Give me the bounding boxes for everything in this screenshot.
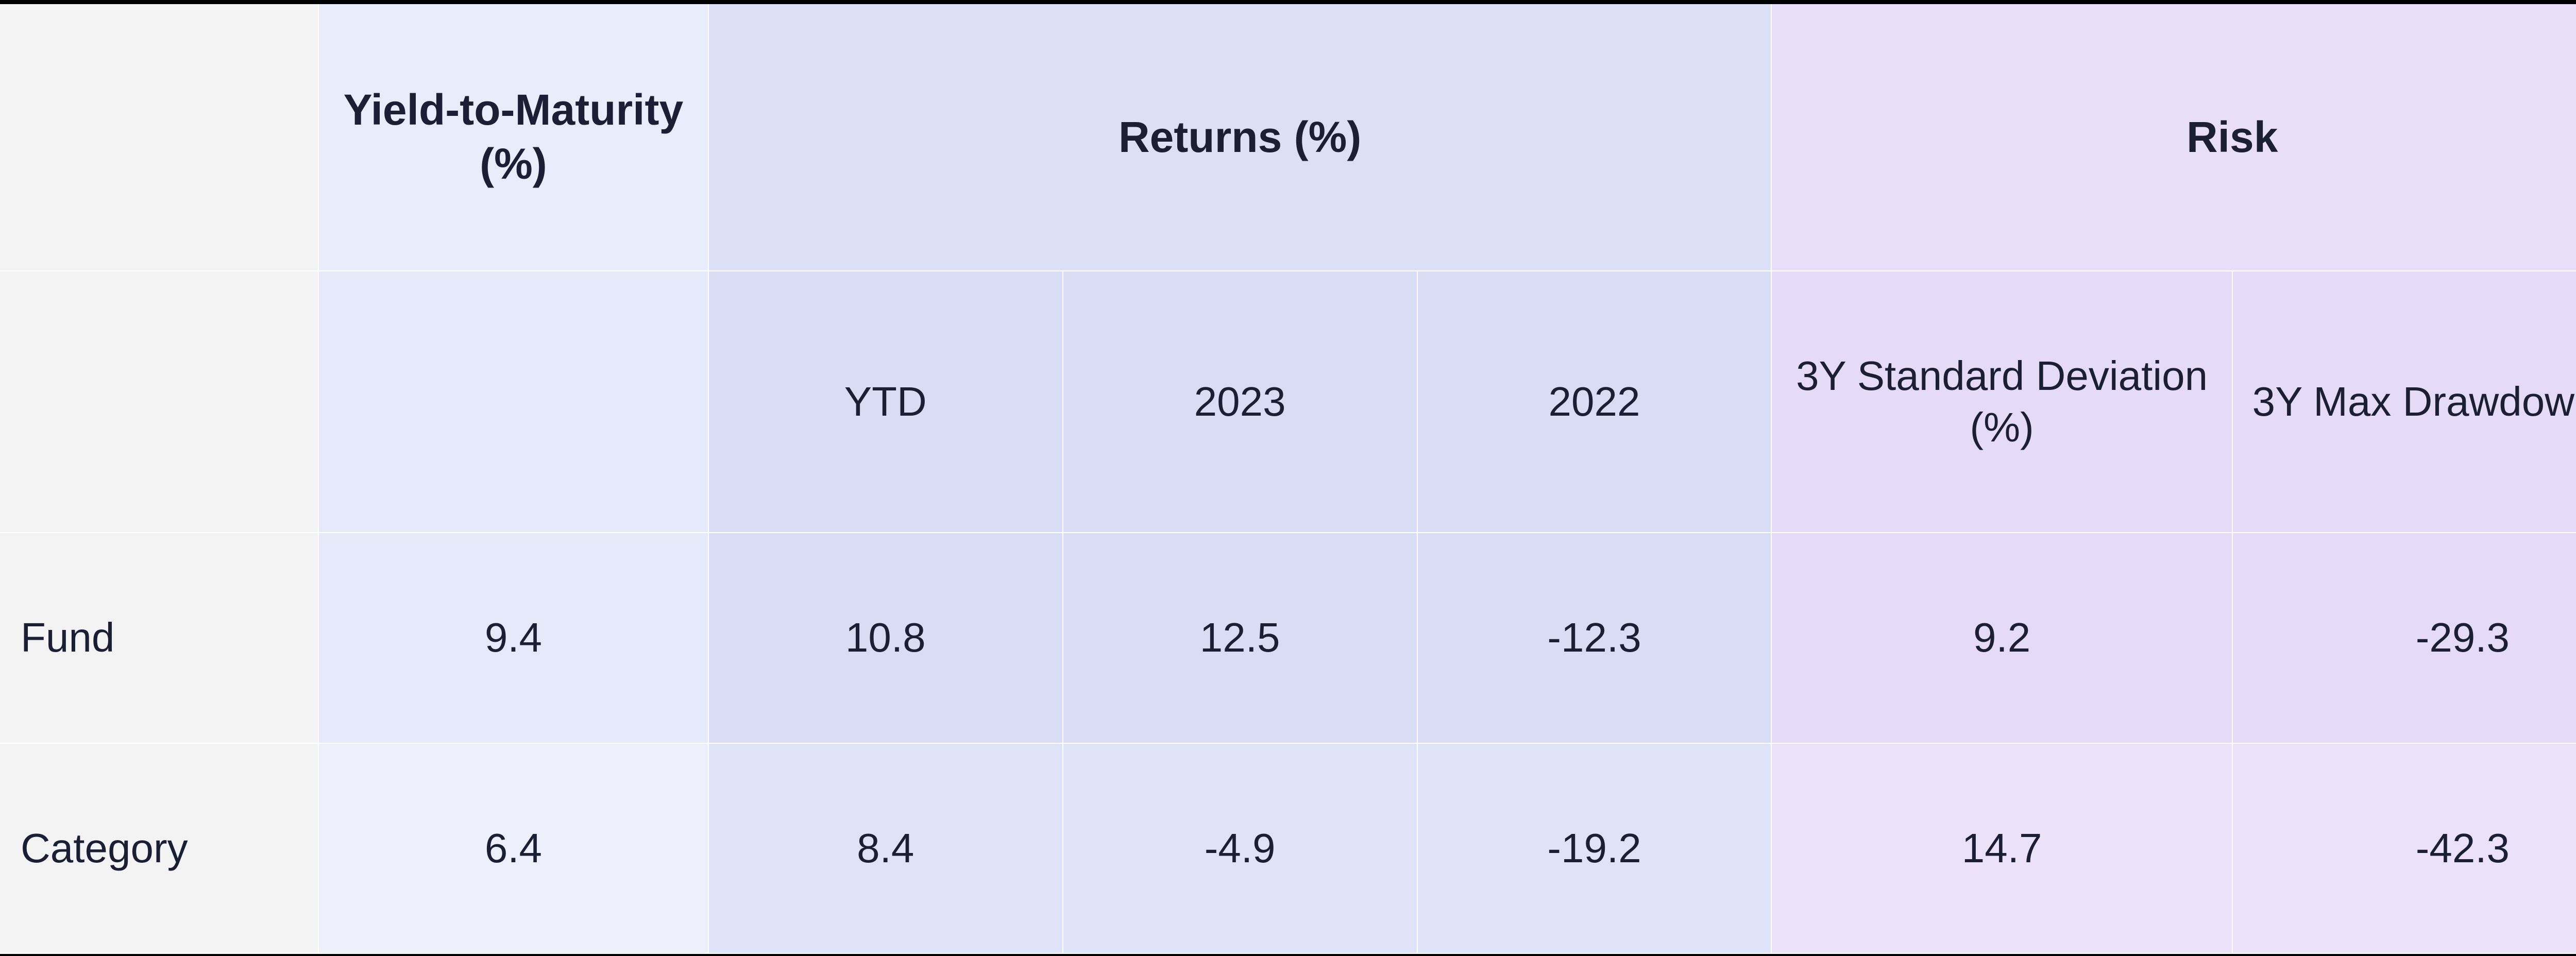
header1-ytm: Yield-to-Maturity (%) — [319, 4, 709, 271]
header2-2022: 2022 — [1418, 271, 1772, 534]
fund-2023: 12.5 — [1063, 533, 1418, 744]
category-stddev: 14.7 — [1772, 744, 2232, 954]
fund-comparison-table: Yield-to-Maturity (%) Returns (%) Risk Y… — [0, 0, 2576, 956]
row-label-fund: Fund — [0, 533, 319, 744]
fund-ytd: 10.8 — [709, 533, 1063, 744]
header1-returns: Returns (%) — [709, 4, 1772, 271]
header2-2023: 2023 — [1063, 271, 1418, 534]
category-ytd: 8.4 — [709, 744, 1063, 954]
header2-ytm-blank — [319, 271, 709, 534]
row-label-category: Category — [0, 744, 319, 954]
header2-maxdd: 3Y Max Drawdown (%) — [2233, 271, 2576, 534]
category-2022: -19.2 — [1418, 744, 1772, 954]
fund-2022: -12.3 — [1418, 533, 1772, 744]
category-ytm: 6.4 — [319, 744, 709, 954]
category-maxdd: -42.3 — [2233, 744, 2576, 954]
header2-ytd: YTD — [709, 271, 1063, 534]
category-2023: -4.9 — [1063, 744, 1418, 954]
fund-maxdd: -29.3 — [2233, 533, 2576, 744]
fund-stddev: 9.2 — [1772, 533, 2232, 744]
header1-risk: Risk — [1772, 4, 2576, 271]
header2-stddev: 3Y Standard Deviation (%) — [1772, 271, 2232, 534]
header1-blank — [0, 4, 319, 271]
header2-blank — [0, 271, 319, 534]
fund-ytm: 9.4 — [319, 533, 709, 744]
